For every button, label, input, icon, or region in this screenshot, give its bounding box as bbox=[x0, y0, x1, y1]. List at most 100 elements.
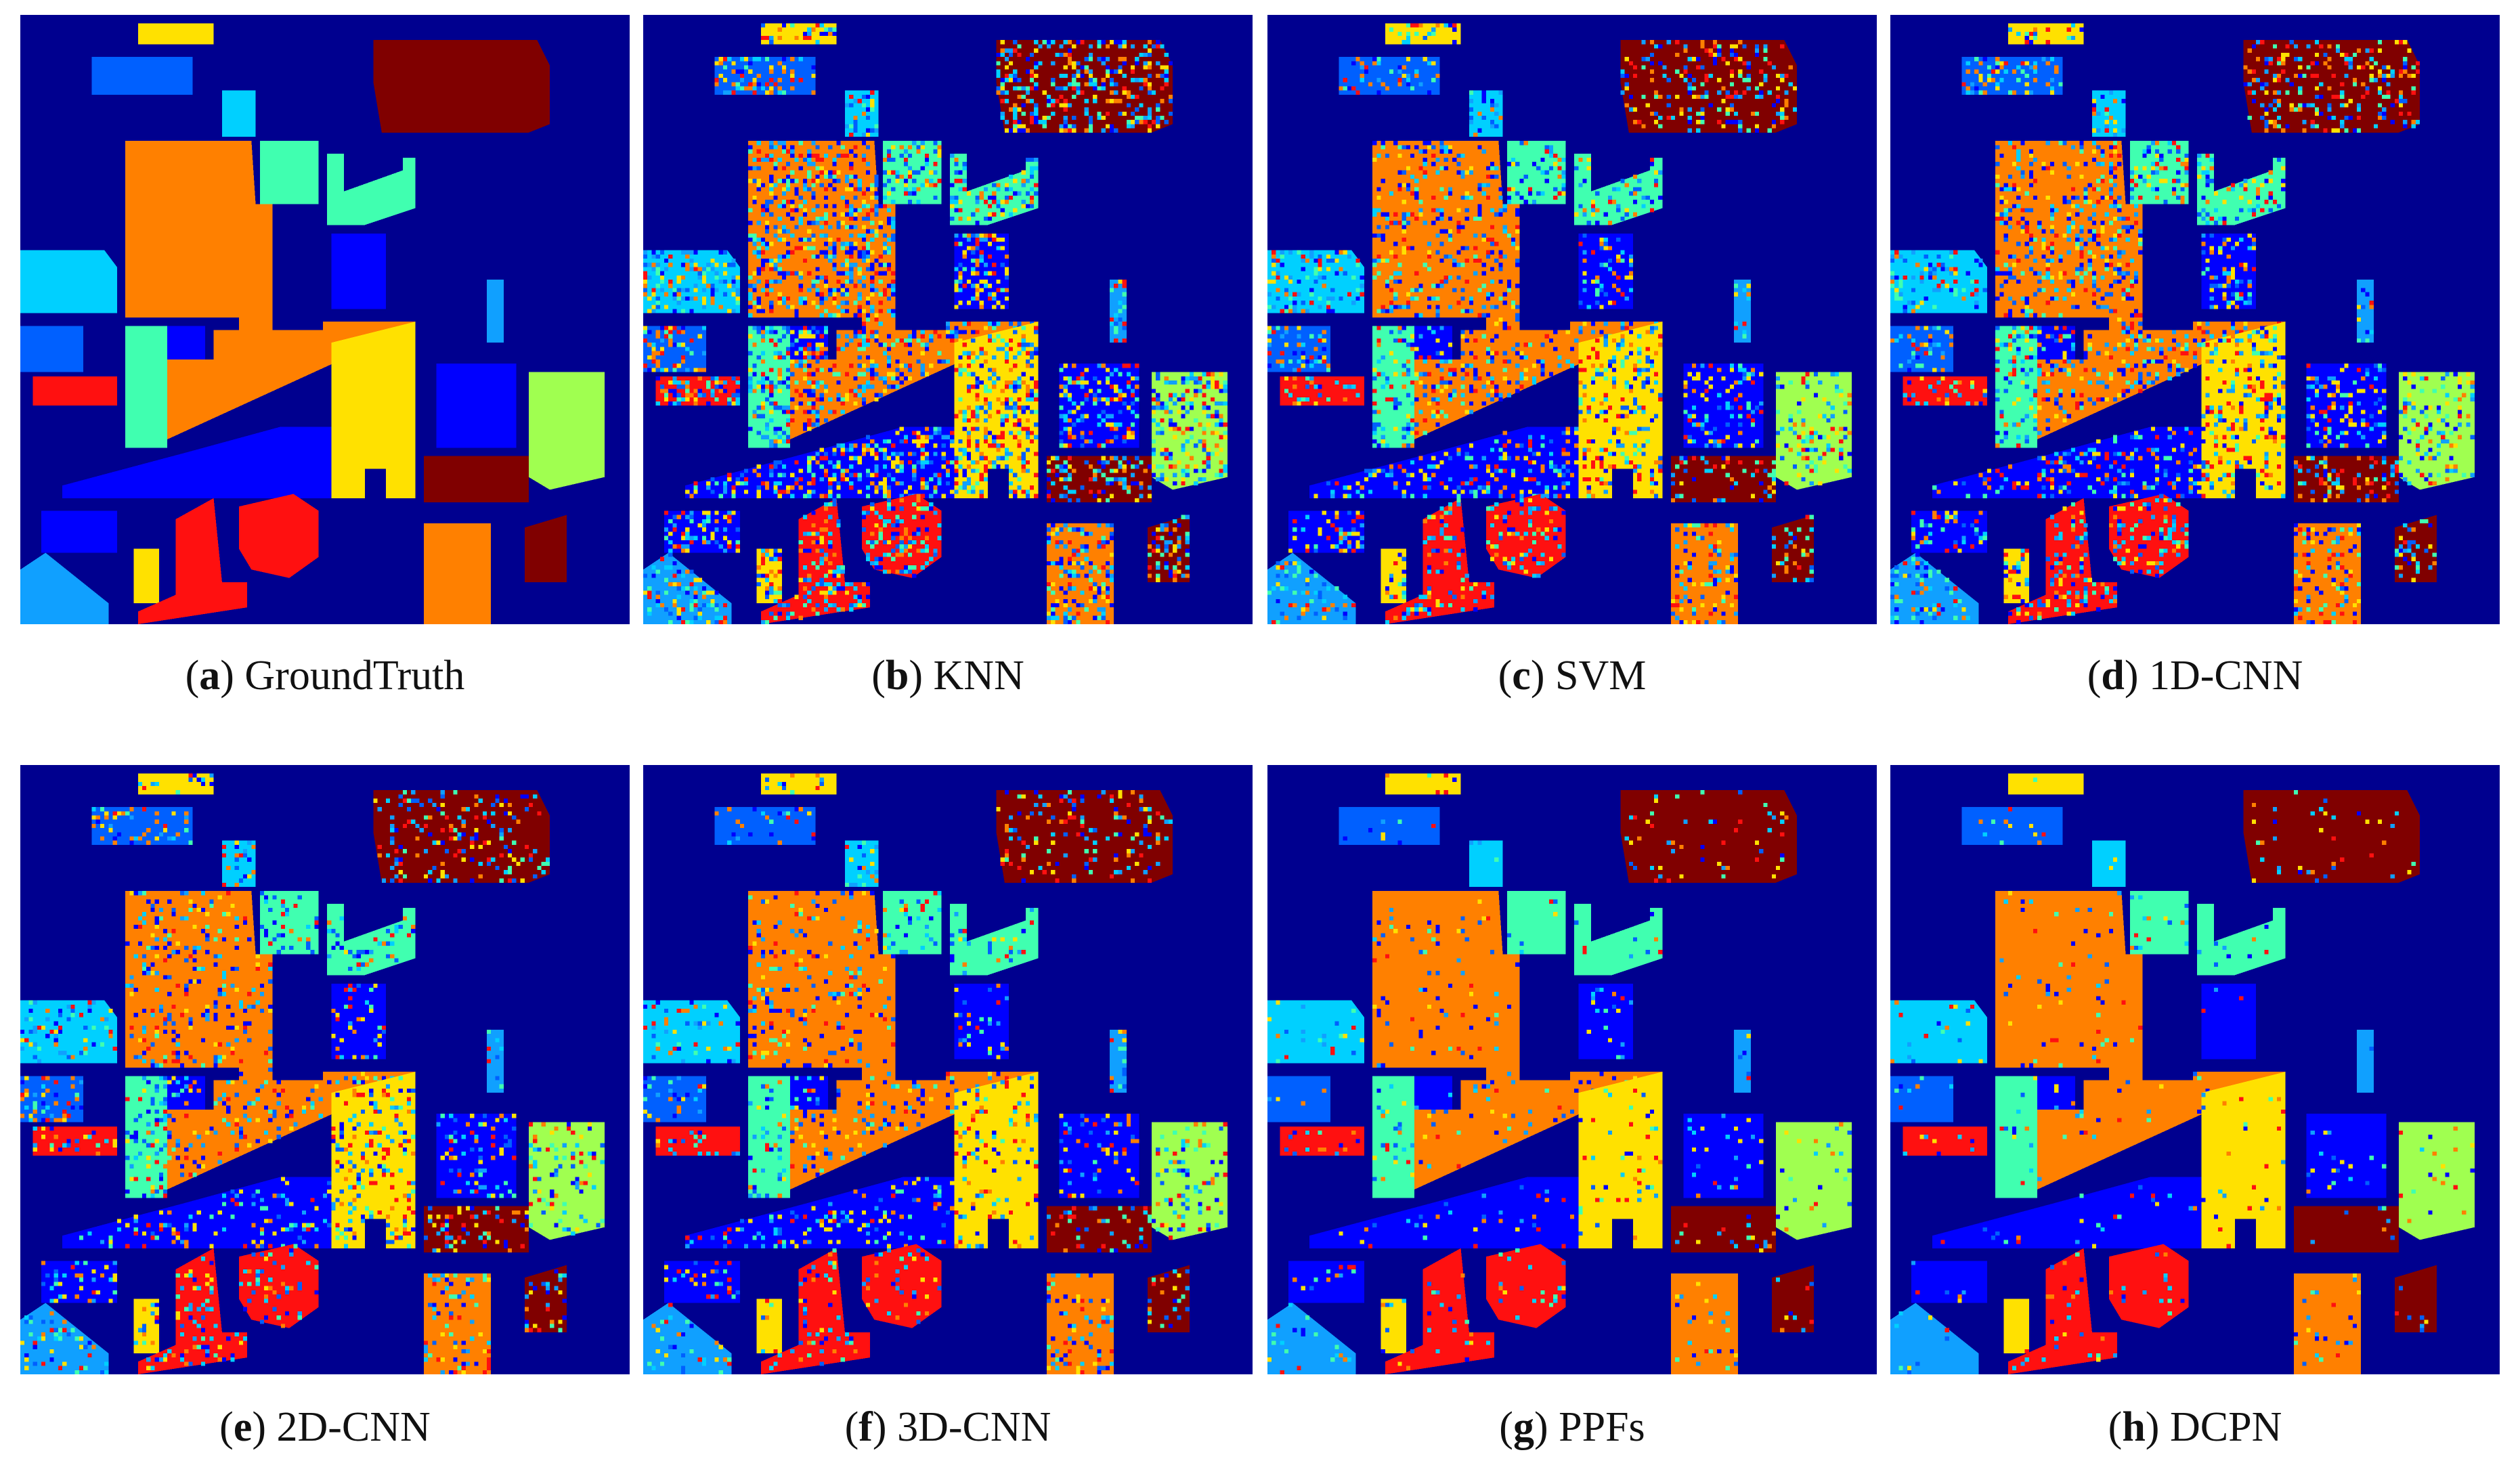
misclassified-pixels bbox=[643, 326, 707, 372]
misclassified-pixels bbox=[954, 1076, 1039, 1248]
misclassified-pixels bbox=[1498, 1248, 1566, 1320]
misclassified-pixels bbox=[167, 1076, 201, 1106]
land-cover-region bbox=[760, 773, 837, 795]
misclassified-pixels bbox=[1267, 1303, 1352, 1374]
misclassified-pixels bbox=[996, 40, 1173, 133]
land-cover-region bbox=[20, 250, 117, 313]
map-canvas bbox=[643, 15, 1253, 624]
caption-method-g: PPFs bbox=[1559, 1404, 1645, 1450]
misclassified-pixels bbox=[685, 1177, 955, 1248]
misclassified-pixels bbox=[1046, 1206, 1152, 1252]
land-cover-region bbox=[1903, 1126, 1987, 1156]
misclassified-pixels bbox=[1999, 1076, 2038, 1185]
misclassified-pixels bbox=[1999, 891, 2143, 1068]
land-cover-region bbox=[524, 1265, 567, 1332]
misclassified-pixels bbox=[2024, 1349, 2029, 1353]
misclassified-pixels bbox=[954, 983, 1009, 1060]
land-cover-region bbox=[1288, 1261, 1364, 1303]
misclassified-pixels bbox=[1046, 456, 1152, 502]
land-cover-region bbox=[2007, 1248, 2118, 1374]
misclassified-pixels bbox=[1586, 987, 1633, 1060]
misclassified-pixels bbox=[2251, 790, 2416, 883]
classification-map-c bbox=[1267, 15, 1877, 624]
land-cover-region bbox=[1733, 1030, 1751, 1093]
misclassified-pixels bbox=[655, 1131, 740, 1156]
land-cover-region bbox=[2003, 548, 2029, 603]
misclassified-pixels bbox=[1339, 57, 1440, 95]
misclassified-pixels bbox=[1372, 326, 1415, 448]
misclassified-pixels bbox=[2306, 1131, 2387, 1194]
misclassified-pixels bbox=[2306, 364, 2387, 448]
land-cover-region bbox=[1578, 983, 1633, 1060]
land-cover-region bbox=[1890, 1076, 1954, 1122]
land-cover-region bbox=[2129, 891, 2189, 955]
misclassified-pixels bbox=[790, 1059, 1030, 1177]
land-cover-region bbox=[1776, 1122, 1852, 1240]
misclassified-pixels bbox=[2007, 23, 2084, 45]
land-cover-region bbox=[1890, 326, 1954, 372]
misclassified-pixels bbox=[1267, 1088, 1326, 1106]
land-cover-region bbox=[20, 326, 84, 372]
misclassified-pixels bbox=[2091, 90, 2126, 137]
land-cover-region bbox=[1309, 427, 1579, 498]
land-cover-region bbox=[2091, 840, 2126, 887]
misclassified-pixels bbox=[2201, 1093, 2286, 1248]
land-cover-region bbox=[685, 1177, 955, 1248]
misclassified-pixels bbox=[1418, 1072, 1646, 1169]
misclassified-pixels bbox=[1776, 1278, 1814, 1332]
land-cover-region bbox=[1469, 840, 1503, 887]
land-cover-region bbox=[125, 141, 273, 318]
misclassified-pixels bbox=[1890, 552, 1970, 624]
land-cover-region bbox=[436, 364, 517, 448]
misclassified-pixels bbox=[1385, 773, 1457, 795]
misclassified-pixels bbox=[1284, 1131, 1360, 1156]
map-canvas bbox=[20, 765, 630, 1374]
misclassified-pixels bbox=[1343, 819, 1436, 845]
land-cover-region bbox=[167, 326, 206, 359]
misclassified-pixels bbox=[2007, 502, 2118, 624]
misclassified-pixels bbox=[748, 141, 896, 318]
misclassified-pixels bbox=[1675, 1282, 1739, 1370]
misclassified-pixels bbox=[954, 326, 1039, 498]
misclassified-pixels bbox=[714, 807, 816, 845]
land-cover-region bbox=[1280, 1126, 1364, 1156]
land-cover-region bbox=[714, 807, 816, 845]
land-cover-region bbox=[2197, 903, 2286, 976]
classification-map-h bbox=[1890, 765, 2500, 1374]
misclassified-pixels bbox=[2033, 777, 2038, 782]
misclassified-pixels bbox=[1339, 1185, 1575, 1248]
land-cover-region bbox=[2007, 773, 2084, 795]
land-cover-region bbox=[2293, 1273, 2362, 1374]
land-cover-region bbox=[20, 1000, 117, 1064]
misclassified-pixels bbox=[790, 1076, 824, 1110]
misclassified-pixels bbox=[1284, 376, 1360, 406]
caption-method-h: DCPN bbox=[2169, 1404, 2282, 1450]
misclassified-pixels bbox=[1059, 1114, 1139, 1198]
misclassified-pixels bbox=[647, 1303, 732, 1374]
land-cover-region bbox=[760, 1248, 871, 1374]
misclassified-pixels bbox=[882, 141, 942, 204]
classification-map-f bbox=[643, 765, 1253, 1374]
land-cover-region bbox=[2007, 498, 2118, 624]
misclassified-pixels bbox=[1267, 250, 1364, 313]
classification-map-d bbox=[1890, 15, 2500, 624]
land-cover-region bbox=[1903, 376, 1987, 406]
land-cover-region bbox=[32, 376, 117, 406]
land-cover-region bbox=[259, 141, 319, 204]
misclassified-pixels bbox=[2201, 233, 2256, 309]
misclassified-pixels bbox=[1397, 1273, 1490, 1370]
land-cover-region bbox=[373, 40, 550, 133]
land-cover-region bbox=[1152, 1122, 1228, 1240]
misclassified-pixels bbox=[1903, 1135, 1975, 1156]
land-cover-region bbox=[1911, 1261, 1987, 1303]
misclassified-pixels bbox=[748, 891, 896, 1068]
misclassified-pixels bbox=[1267, 1000, 1364, 1064]
land-cover-region bbox=[664, 510, 740, 553]
land-cover-region bbox=[331, 322, 416, 498]
land-cover-region bbox=[1995, 891, 2143, 1068]
misclassified-pixels bbox=[1578, 233, 1633, 309]
misclassified-pixels bbox=[1372, 1084, 1415, 1181]
misclassified-pixels bbox=[996, 790, 1173, 883]
land-cover-region bbox=[1670, 1273, 1739, 1374]
misclassified-pixels bbox=[1485, 494, 1566, 578]
